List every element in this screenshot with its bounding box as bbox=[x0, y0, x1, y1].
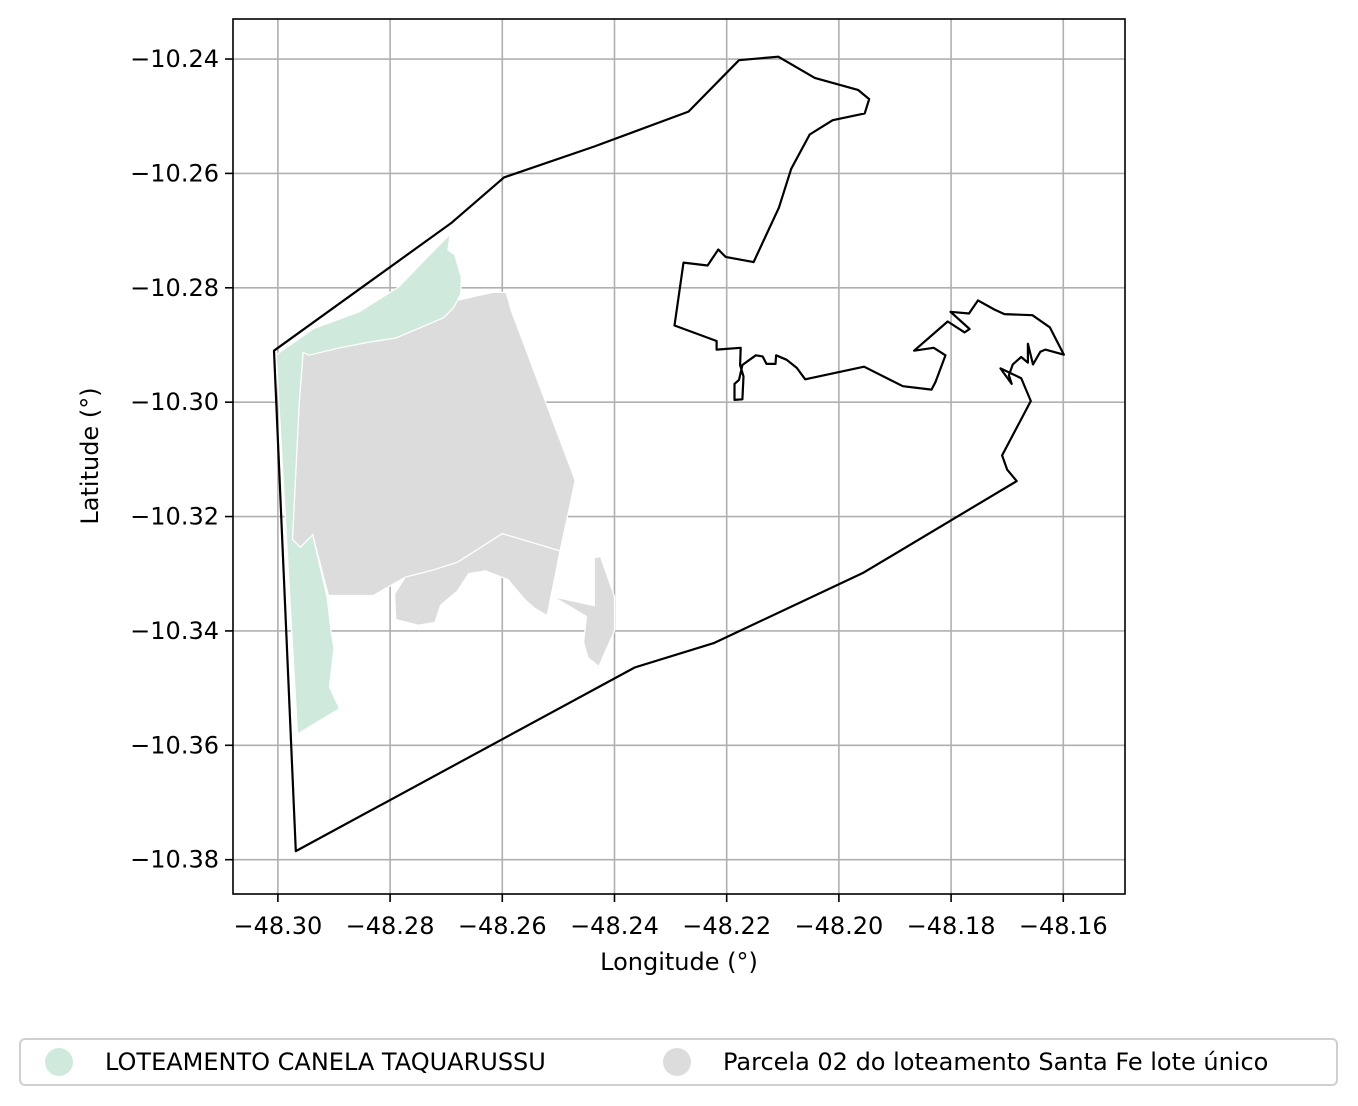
legend-item-santa-fe: Parcela 02 do loteamento Santa Fe lote ú… bbox=[663, 1040, 1268, 1084]
santa-fe-parcel-1 bbox=[393, 533, 561, 626]
x-axis-ticks: −48.30 −48.28 −48.26 −48.24 −48.22 −48.20 −48.… bbox=[233, 894, 1108, 940]
x-tick-label-4: −48.22 bbox=[682, 912, 771, 940]
x-tick-label-6: −48.18 bbox=[907, 912, 996, 940]
x-tick-label-7: −48.16 bbox=[1019, 912, 1108, 940]
y-tick-label-3: −10.30 bbox=[130, 388, 219, 416]
legend: LOTEAMENTO CANELA TAQUARUSSU Parcela 02 … bbox=[19, 1038, 1338, 1086]
parcels bbox=[275, 222, 616, 735]
study-area-boundary bbox=[272, 55, 1066, 853]
x-tick-label-3: −48.24 bbox=[570, 912, 659, 940]
y-tick-label-6: −10.36 bbox=[130, 731, 219, 759]
santa-fe-parcel-2 bbox=[552, 555, 616, 668]
map-figure: −48.30 −48.28 −48.26 −48.24 −48.22 −48.20 −48.… bbox=[0, 0, 1358, 1030]
legend-label-santa-fe: Parcela 02 do loteamento Santa Fe lote ú… bbox=[723, 1048, 1269, 1076]
boundary-outline bbox=[272, 55, 1066, 853]
y-tick-label-0: −10.24 bbox=[130, 45, 219, 73]
canela-parcel-0 bbox=[275, 222, 462, 735]
x-tick-label-0: −48.30 bbox=[233, 912, 322, 940]
x-tick-label-2: −48.26 bbox=[458, 912, 547, 940]
y-axis-ticks: −10.24 −10.26 −10.28 −10.30 −10.32 −10.34 −10.… bbox=[130, 45, 233, 874]
x-tick-label-5: −48.20 bbox=[794, 912, 883, 940]
figure-background bbox=[0, 0, 1358, 1030]
y-axis-title: Latitude (°) bbox=[76, 387, 104, 524]
x-tick-label-1: −48.28 bbox=[346, 912, 435, 940]
legend-marker-santa-fe bbox=[663, 1048, 691, 1076]
x-axis-title: Longitude (°) bbox=[600, 948, 758, 976]
legend-item-canela: LOTEAMENTO CANELA TAQUARUSSU bbox=[45, 1040, 546, 1084]
legend-label-canela: LOTEAMENTO CANELA TAQUARUSSU bbox=[105, 1048, 546, 1076]
y-tick-label-7: −10.38 bbox=[130, 846, 219, 874]
y-tick-label-2: −10.28 bbox=[130, 274, 219, 302]
plot-frame bbox=[232, 18, 1126, 895]
legend-marker-canela bbox=[45, 1048, 73, 1076]
y-tick-label-1: −10.26 bbox=[130, 159, 219, 187]
y-tick-label-5: −10.34 bbox=[130, 617, 219, 645]
y-tick-label-4: −10.32 bbox=[130, 503, 219, 531]
